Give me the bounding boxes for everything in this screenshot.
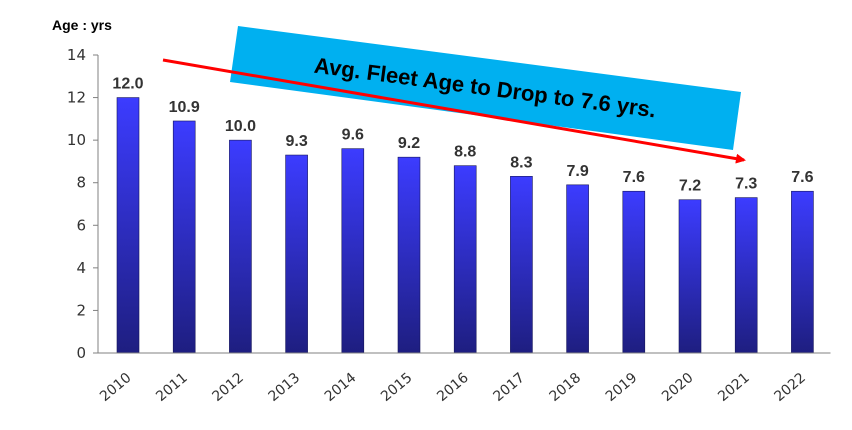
y-tick-label: 0 <box>76 344 86 362</box>
y-tick-label: 14 <box>67 46 86 64</box>
bar <box>397 156 421 354</box>
data-label: 7.2 <box>679 178 701 195</box>
y-tick-label: 12 <box>67 89 86 107</box>
y-axis-label: Age : yrs <box>52 17 112 33</box>
bar <box>791 190 814 354</box>
x-tick-label: 2021 <box>715 370 753 405</box>
y-tick-label: 8 <box>76 174 86 192</box>
data-label: 7.6 <box>791 169 813 186</box>
bar <box>285 154 308 354</box>
data-label: 7.9 <box>566 163 588 180</box>
x-tick-label: 2019 <box>603 370 641 405</box>
x-axis: 2010 2011 2012 2013 2014 2015 2016 2017 2018 2019… <box>97 352 831 405</box>
data-label: 8.8 <box>454 144 476 161</box>
bar <box>510 176 533 354</box>
trend-arrow <box>162 58 746 164</box>
bar <box>734 197 758 354</box>
bar <box>341 148 365 354</box>
x-tick-label: 2020 <box>659 370 697 405</box>
bars <box>116 97 814 354</box>
data-label: 9.6 <box>342 127 364 144</box>
x-tick-label: 2016 <box>434 370 472 405</box>
data-label: 9.2 <box>398 135 420 152</box>
data-label: 10.9 <box>169 99 200 116</box>
x-tick-label: 2014 <box>322 370 360 405</box>
bar <box>678 199 702 354</box>
bar <box>566 184 589 354</box>
x-tick-label: 2018 <box>547 370 585 405</box>
x-tick-label: 2015 <box>378 370 416 405</box>
x-tick-label: 2011 <box>153 370 191 405</box>
data-label: 10.0 <box>225 118 256 135</box>
x-tick-label: 2010 <box>97 370 135 405</box>
data-label: 7.6 <box>623 169 645 186</box>
y-tick-label: 10 <box>67 131 86 149</box>
y-axis: 0 2 4 6 8 10 12 14 <box>67 46 99 362</box>
bar <box>453 165 477 354</box>
x-tick-label: 2012 <box>209 370 247 405</box>
bar <box>622 190 646 354</box>
data-labels: 12.0 10.9 10.0 9.3 9.6 9.2 8.8 8.3 7.9 7.6 7.2 7.3 7… <box>112 76 813 195</box>
bar <box>229 139 252 354</box>
y-tick-label: 4 <box>76 259 86 277</box>
y-tick-label: 6 <box>76 216 86 234</box>
bar <box>172 120 196 354</box>
x-tick-label: 2013 <box>266 370 304 405</box>
y-tick-label: 2 <box>76 301 86 319</box>
x-tick-label: 2017 <box>490 370 528 405</box>
bar <box>116 97 140 354</box>
annotation-box <box>230 26 741 150</box>
data-label: 9.3 <box>285 133 307 150</box>
x-tick-label: 2022 <box>771 370 809 405</box>
data-label: 8.3 <box>510 154 532 171</box>
data-label: 7.3 <box>735 176 757 193</box>
data-label: 12.0 <box>112 76 143 93</box>
